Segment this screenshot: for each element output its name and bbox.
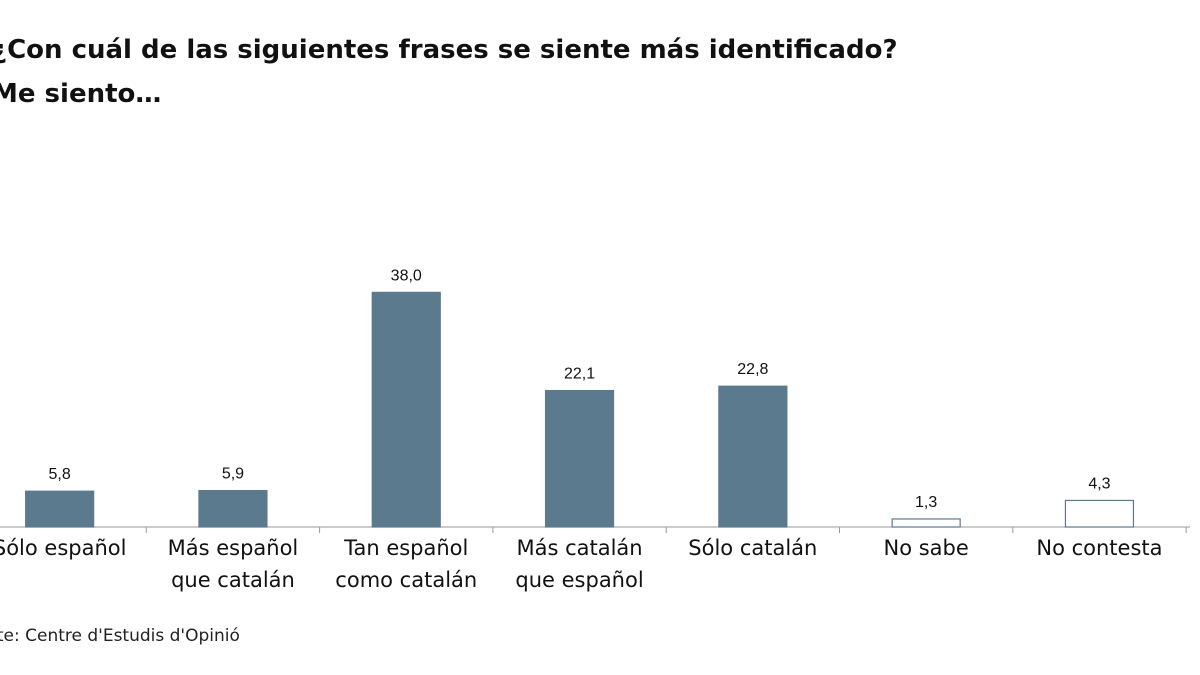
bar [25, 490, 95, 528]
x-tick-label: Tan español [343, 536, 468, 560]
chart-title: Me siento… [0, 79, 161, 109]
x-tick-label: Más español [168, 536, 299, 560]
x-tick-label: que español [515, 568, 643, 592]
x-tick-label: Sólo español [0, 536, 126, 560]
x-tick-label: Más catalán [516, 536, 642, 560]
value-label: 4,3 [1088, 475, 1110, 492]
value-label: 38,0 [391, 267, 422, 284]
bar [1064, 499, 1135, 528]
bar [198, 489, 268, 528]
value-label: 5,9 [222, 466, 244, 483]
value-label: 22,1 [564, 366, 595, 383]
x-tick-label: que catalán [171, 568, 295, 592]
bar [544, 389, 615, 528]
value-label: 1,3 [915, 494, 937, 511]
value-label: 5,8 [49, 466, 71, 483]
bar [891, 518, 961, 528]
x-tick-label: No sabe [884, 536, 969, 560]
value-label: 22,8 [737, 361, 768, 378]
x-tick-label: Sólo catalán [688, 536, 817, 560]
source: Fuente: Centre d'Estudis d'Opinió [0, 626, 240, 646]
bar [718, 385, 788, 528]
x-tick-label: como catalán [335, 568, 477, 592]
x-tick-label: No contesta [1036, 536, 1162, 560]
bar [371, 291, 441, 528]
chart-title: ¿Con cuál de las siguientes frases se si… [0, 35, 898, 65]
